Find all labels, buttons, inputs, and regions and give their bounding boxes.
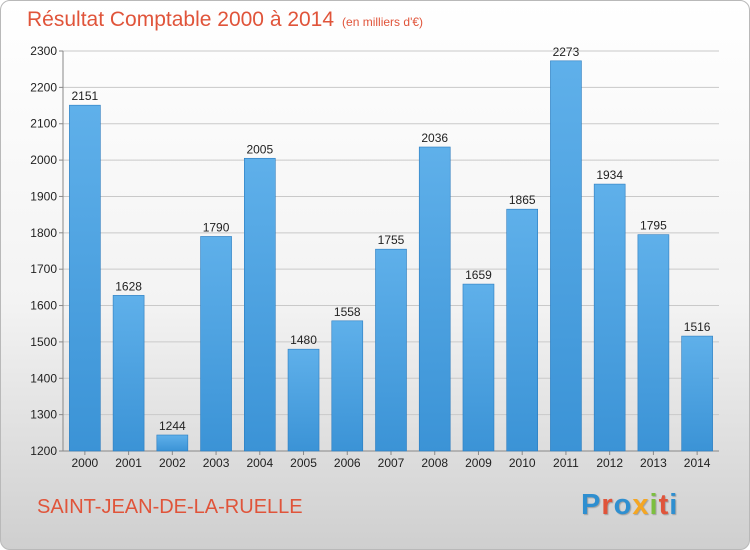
data-label: 2005 bbox=[246, 142, 273, 156]
bar-2010 bbox=[506, 208, 539, 452]
chart-title-block: Résultat Comptable 2000 à 2014 (en millie… bbox=[27, 8, 423, 32]
data-label: 1558 bbox=[334, 305, 361, 319]
data-label: 1628 bbox=[115, 279, 142, 293]
bar-2009 bbox=[462, 283, 495, 452]
data-label: 1795 bbox=[640, 219, 667, 233]
bar-2005 bbox=[287, 348, 320, 452]
proxiti-logo[interactable]: Proxiti bbox=[581, 489, 678, 522]
x-tick-label: 2004 bbox=[246, 456, 273, 470]
y-tick-label: 1500 bbox=[30, 335, 57, 349]
x-tick-label: 2014 bbox=[684, 456, 711, 470]
bar-2011 bbox=[550, 60, 582, 452]
data-label: 2151 bbox=[72, 89, 99, 103]
logo-letter: i bbox=[669, 489, 679, 521]
y-tick-label: 1400 bbox=[30, 371, 57, 385]
data-label: 1865 bbox=[509, 193, 536, 207]
y-tick-label: 1200 bbox=[30, 444, 57, 458]
x-tick-label: 2007 bbox=[378, 456, 405, 470]
data-label: 1755 bbox=[378, 233, 405, 247]
bar-2008 bbox=[418, 146, 451, 452]
y-tick-label: 1800 bbox=[30, 226, 57, 240]
data-label: 2036 bbox=[421, 131, 448, 145]
data-label: 2273 bbox=[553, 45, 580, 59]
x-tick-label: 2005 bbox=[290, 456, 317, 470]
x-tick-label: 2000 bbox=[72, 456, 99, 470]
y-tick-label: 1600 bbox=[30, 299, 57, 313]
logo-letter: P bbox=[581, 489, 602, 521]
chart-title: Résultat Comptable 2000 à 2014 bbox=[27, 8, 335, 31]
x-tick-label: 2006 bbox=[334, 456, 361, 470]
x-tick-label: 2001 bbox=[115, 456, 142, 470]
bar-2012 bbox=[593, 183, 626, 452]
x-tick-label: 2011 bbox=[553, 456, 579, 470]
data-label: 1480 bbox=[290, 333, 317, 347]
data-label: 1659 bbox=[465, 268, 492, 282]
x-tick-label: 2003 bbox=[203, 456, 230, 470]
bar-2014 bbox=[681, 335, 713, 452]
bar-2002 bbox=[156, 434, 189, 452]
x-tick-label: 2012 bbox=[596, 456, 623, 470]
logo-letter: i bbox=[649, 489, 659, 521]
bar-2007 bbox=[375, 248, 407, 452]
data-label: 1934 bbox=[596, 168, 623, 182]
y-tick-label: 1700 bbox=[30, 262, 57, 276]
bar-2013 bbox=[637, 234, 670, 452]
bar-2003 bbox=[200, 236, 232, 452]
commune-name: SAINT-JEAN-DE-LA-RUELLE bbox=[37, 496, 303, 518]
bar-2000 bbox=[69, 104, 101, 452]
bar-2001 bbox=[112, 295, 145, 452]
y-tick-label: 1300 bbox=[30, 408, 57, 422]
y-tick-label: 2200 bbox=[30, 80, 57, 94]
y-tick-label: 2000 bbox=[30, 153, 57, 167]
x-tick-label: 2009 bbox=[465, 456, 492, 470]
logo-letter: x bbox=[632, 489, 650, 521]
y-tick-label: 2100 bbox=[30, 117, 57, 131]
bar-2004 bbox=[244, 157, 276, 452]
x-tick-label: 2013 bbox=[640, 456, 667, 470]
x-tick-label: 2002 bbox=[159, 456, 186, 470]
data-label: 1244 bbox=[159, 419, 186, 433]
chart-subtitle: (en milliers d'€) bbox=[342, 15, 424, 29]
x-tick-label: 2008 bbox=[421, 456, 448, 470]
x-tick-label: 2010 bbox=[509, 456, 536, 470]
y-tick-label: 1900 bbox=[30, 189, 57, 203]
y-tick-label: 2300 bbox=[30, 44, 57, 58]
bars bbox=[69, 60, 713, 452]
logo-letter: r bbox=[601, 489, 614, 521]
data-label: 1790 bbox=[203, 220, 230, 234]
labels: 1200 1300 1400 1500 1600 1700 1800 1900 2000 2100… bbox=[30, 44, 711, 470]
bar-2006 bbox=[331, 320, 364, 452]
data-label: 1516 bbox=[684, 320, 711, 334]
logo-letter: o bbox=[613, 489, 633, 521]
logo-letter: t bbox=[658, 489, 670, 521]
